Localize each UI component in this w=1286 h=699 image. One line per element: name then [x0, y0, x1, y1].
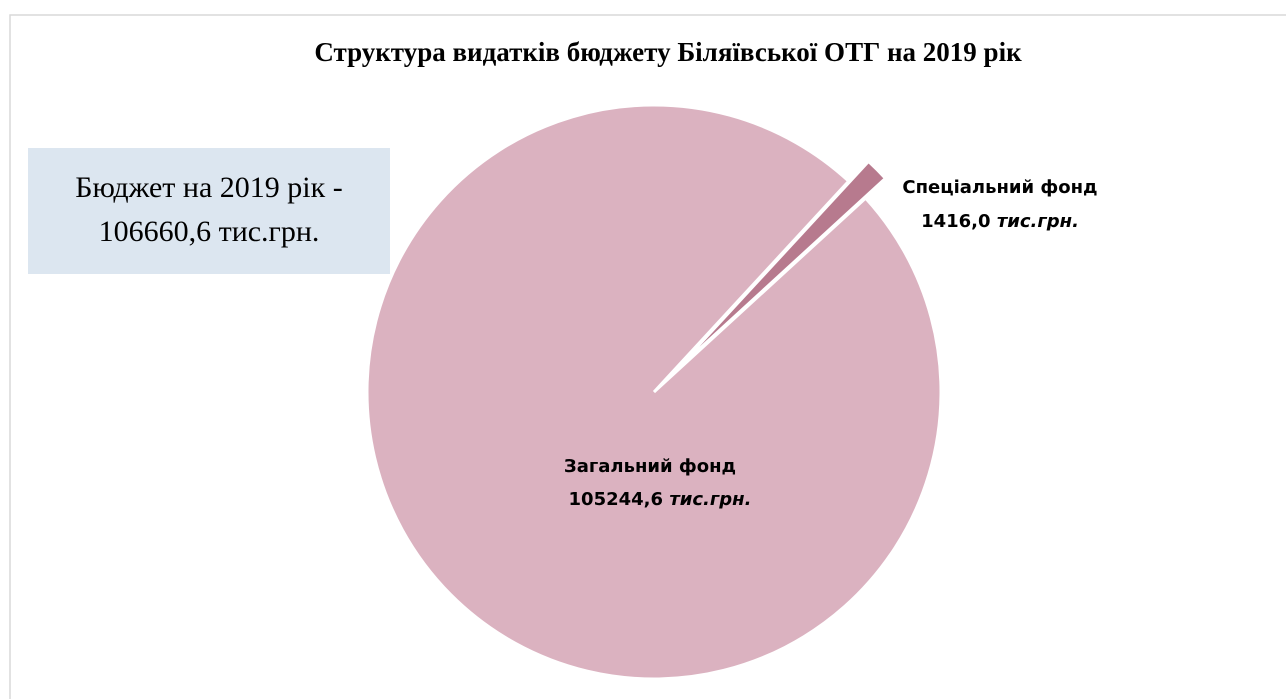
value-unit: тис.грн. — [669, 489, 751, 510]
value-unit: тис.грн. — [997, 211, 1079, 232]
annotation-box — [28, 148, 390, 274]
slice-name: Загальний фонд — [564, 456, 736, 477]
slice-name: Спеціальний фонд — [902, 177, 1097, 198]
annotation: Бюджет на 2019 рік - — [75, 171, 342, 204]
annotation: 106660,6 тис.грн. — [99, 215, 320, 248]
pie-slice — [365, 103, 943, 681]
slice-value: 105244,6 тис.грн. — [569, 489, 752, 510]
value-label: 105244,6 — [569, 489, 664, 510]
slice-value: 1416,0 тис.грн. — [921, 211, 1079, 232]
chart-title: Структура видатків бюджету Біляївської О… — [314, 37, 1022, 67]
value-label: 1416,0 — [921, 211, 990, 232]
pie-slice — [672, 159, 888, 374]
